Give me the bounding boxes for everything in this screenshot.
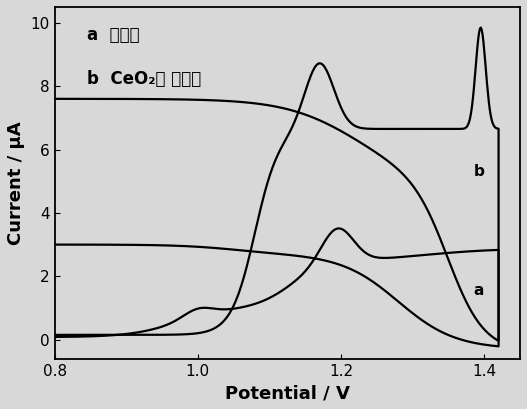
Text: b  CeO₂修 饰电极: b CeO₂修 饰电极 [87, 70, 201, 88]
X-axis label: Potential / V: Potential / V [225, 384, 350, 402]
Y-axis label: Current / μA: Current / μA [7, 121, 25, 245]
Text: a  裸电极: a 裸电极 [87, 26, 140, 44]
Text: b: b [474, 164, 484, 179]
Text: a: a [474, 283, 484, 298]
